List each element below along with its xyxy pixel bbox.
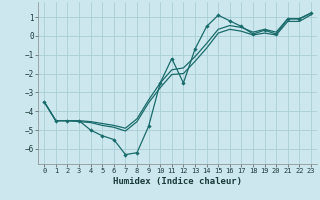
X-axis label: Humidex (Indice chaleur): Humidex (Indice chaleur) <box>113 177 242 186</box>
